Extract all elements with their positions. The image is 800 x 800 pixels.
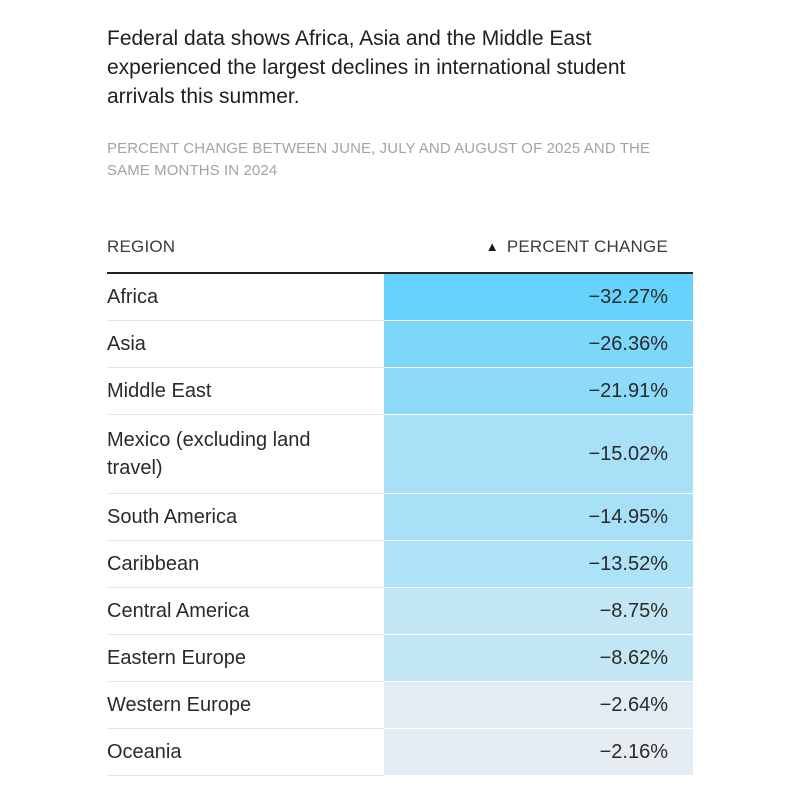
region-cell: Western Europe [107,681,384,729]
region-cell: Central America [107,587,384,635]
percent-change-column-header[interactable]: ▲ PERCENT CHANGE [384,222,693,274]
percent-change-cell: −14.95% [384,493,693,541]
table-row: Central America −8.75% [107,587,693,635]
region-cell: Mexico (excluding land travel) [107,414,384,494]
table-row: Africa −32.27% [107,273,693,321]
table-body: Africa −32.27% Asia −26.36% Middle East −21.9… [107,273,693,776]
table-row: Oceania −2.16% [107,728,693,776]
table-row: Asia −26.36% [107,320,693,368]
table-row: Middle East −21.91% [107,367,693,415]
table-row: Caribbean −13.52% [107,540,693,588]
region-cell: South America [107,493,384,541]
table-row: South America −14.95% [107,493,693,541]
percent-change-cell: −15.02% [384,414,693,494]
sort-ascending-icon[interactable]: ▲ [485,239,499,254]
region-cell: Africa [107,273,384,321]
region-cell: Middle East [107,367,384,415]
percent-change-cell: −21.91% [384,367,693,415]
percent-change-column-label: PERCENT CHANGE [506,237,668,256]
chart-headline: Federal data shows Africa, Asia and the … [107,27,626,108]
region-cell: Asia [107,320,384,368]
percent-change-cell: −32.27% [384,273,693,321]
percent-change-cell: −2.64% [384,681,693,729]
percent-change-cell: −26.36% [384,320,693,368]
region-cell: Eastern Europe [107,634,384,682]
data-table: REGION ▲ PERCENT CHANGE Africa −32.27% Asia… [107,222,693,776]
table-row: Eastern Europe −8.62% [107,634,693,682]
table-header-row: REGION ▲ PERCENT CHANGE [107,222,693,274]
region-cell: Caribbean [107,540,384,588]
region-column-header[interactable]: REGION [107,222,384,274]
percent-change-cell: −8.62% [384,634,693,682]
percent-change-cell: −8.75% [384,587,693,635]
table-row: Mexico (excluding land travel) −15.02% [107,414,693,494]
region-cell: Oceania [107,728,384,776]
table-row: Western Europe −2.64% [107,681,693,729]
percent-change-cell: −2.16% [384,728,693,776]
chart-subhead: PERCENT CHANGE BETWEEN JUNE, JULY AND AU… [107,140,651,179]
region-column-label: REGION [107,237,176,256]
percent-change-cell: −13.52% [384,540,693,588]
